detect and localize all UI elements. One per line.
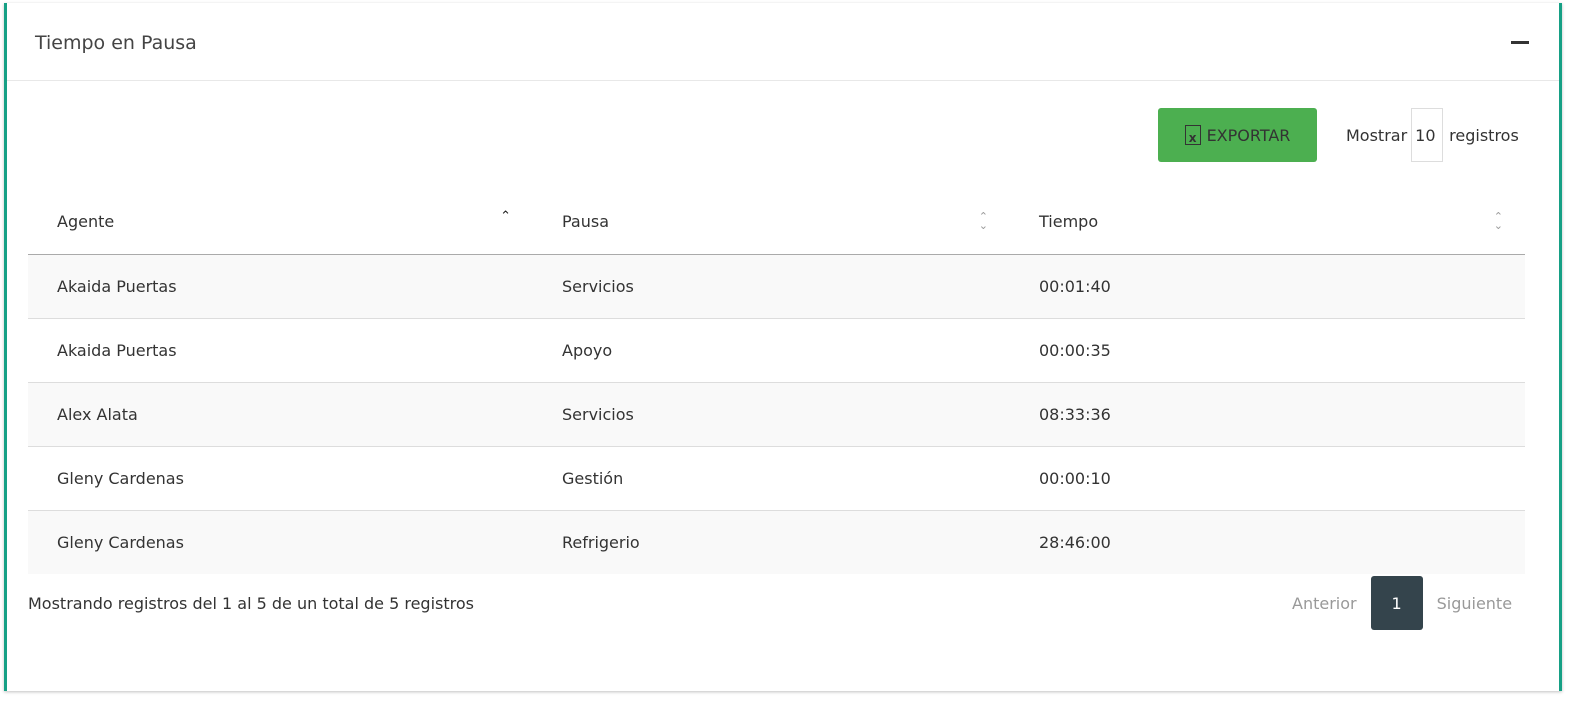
panel-title: Tiempo en Pausa [35,32,197,54]
next-page-button[interactable]: Siguiente [1436,593,1513,613]
table-row: Akaida Puertas Apoyo 00:00:35 [28,318,1525,383]
cell-tiempo: 00:00:10 [1010,446,1525,511]
pagination: Anterior 1 Siguiente [1278,576,1526,630]
table-row: Akaida Puertas Servicios 00:01:40 [28,254,1525,319]
page-size-input[interactable] [1411,108,1444,162]
export-button[interactable]: x EXPORTAR [1158,108,1317,162]
table-row: Alex Alata Servicios 08:33:36 [28,382,1525,447]
cell-tiempo: 00:00:35 [1010,318,1525,383]
cell-tiempo: 00:01:40 [1010,254,1525,319]
page-1-button[interactable]: 1 [1370,576,1423,630]
cell-pausa: Refrigerio [533,510,1010,574]
cell-pausa: Gestión [533,446,1010,511]
column-header-pausa[interactable]: Pausa ⌃ ⌄ [533,190,1010,255]
table-row: Gleny Cardenas Gestión 00:00:10 [28,446,1525,511]
pause-table: Agente ⌃ Pausa ⌃ ⌄ Tiempo ⌃ ⌄ Akaida Puertas S… [28,190,1525,574]
header-label: Tiempo [1039,212,1099,232]
excel-file-icon: x [1184,125,1201,145]
header-label: Pausa [562,212,610,232]
cell-agente: Akaida Puertas [28,318,533,383]
previous-page-button[interactable]: Anterior [1292,593,1357,613]
cell-pausa: Servicios [533,382,1010,447]
header-label: Agente [57,212,115,232]
panel-header: Tiempo en Pausa [7,3,1559,81]
show-prefix: Mostrar [1346,125,1408,145]
table-row: Gleny Cardenas Refrigerio 28:46:00 [28,510,1525,574]
sort-icon[interactable]: ⌃ ⌄ [1493,210,1503,232]
column-header-tiempo[interactable]: Tiempo ⌃ ⌄ [1010,190,1525,255]
cell-pausa: Apoyo [533,318,1010,383]
cell-agente: Gleny Cardenas [28,510,533,574]
collapse-minus-icon[interactable] [1511,41,1529,44]
cell-agente: Alex Alata [28,382,533,447]
cell-agente: Gleny Cardenas [28,446,533,511]
cell-tiempo: 28:46:00 [1010,510,1525,574]
sort-icon[interactable]: ⌃ ⌄ [978,210,988,232]
table-info: Mostrando registros del 1 al 5 de un tot… [28,594,474,613]
cell-agente: Akaida Puertas [28,254,533,319]
sort-asc-icon[interactable]: ⌃ [500,209,511,224]
column-header-agente[interactable]: Agente ⌃ [28,190,533,255]
cell-pausa: Servicios [533,254,1010,319]
cell-tiempo: 08:33:36 [1010,382,1525,447]
page-size-control: Mostrar registros [1346,108,1519,162]
export-label: EXPORTAR [1206,125,1291,145]
show-suffix: registros [1449,125,1519,145]
